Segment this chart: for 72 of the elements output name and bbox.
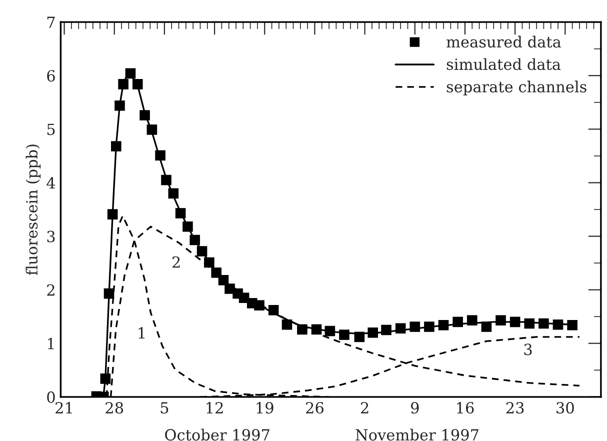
point [381,324,392,336]
point [496,315,506,326]
point [104,288,114,299]
point [118,79,128,90]
point [410,322,420,332]
point [424,322,434,332]
point [510,316,520,328]
point [211,268,222,278]
point [125,68,136,79]
point [218,275,229,286]
point [114,100,125,111]
point [111,141,122,152]
point [268,305,279,316]
point [368,327,378,338]
point [552,319,564,330]
y-axis-title: fluorescein (ppb) [26,144,41,276]
point [155,150,166,161]
x-tick-label: 21 [56,402,72,414]
point [339,330,350,340]
point [354,332,365,342]
y-tick-label: 3 [47,230,55,242]
y-tick-label: 6 [47,70,55,82]
point [524,318,535,329]
point [311,324,322,335]
x-tick-label: 28 [106,402,124,414]
x-tick-label: 19 [256,402,274,414]
point [567,320,578,330]
point [107,209,118,220]
x-tick-label: 12 [206,402,223,414]
point [132,79,143,90]
y-tick-label: 5 [47,124,55,136]
point [438,320,449,330]
annotation: 2 [172,256,180,268]
point [146,124,158,135]
y-tick-label: 4 [46,177,56,189]
point [282,319,292,330]
point [395,323,406,334]
point [204,257,214,268]
point [324,326,336,336]
y-tick-label: 0 [47,391,55,403]
legend-label: simulated data [446,58,561,70]
point [168,188,179,199]
point [538,318,549,329]
point [196,246,208,256]
legend-label: measured data [446,36,562,48]
x-tick-label: 23 [506,402,524,414]
legend-label: separate channels [446,80,586,96]
text: October 1997 [165,428,270,441]
point [466,315,478,326]
y-tick-label: 7 [47,16,55,28]
x-tick-label: 26 [306,402,324,414]
point [190,234,200,246]
point [182,221,193,232]
x-tick-label: 16 [457,402,474,414]
y-tick-label: 1 [48,338,54,350]
point [297,324,308,335]
point [481,322,492,332]
x-tick-label: 5 [160,402,168,414]
point [100,374,111,384]
point [254,300,264,310]
annotation: 3 [524,344,532,356]
x-tick-label: 2 [360,402,368,414]
y-tick-label: 2 [47,284,54,296]
point [140,110,150,120]
point [175,208,186,218]
x-tick-label: 9 [410,402,419,414]
point [161,174,172,186]
point [452,316,463,328]
point [238,292,250,303]
annotation: 1 [138,327,144,339]
text: November 1997 [356,428,478,441]
x-tick-label: 30 [556,402,574,414]
